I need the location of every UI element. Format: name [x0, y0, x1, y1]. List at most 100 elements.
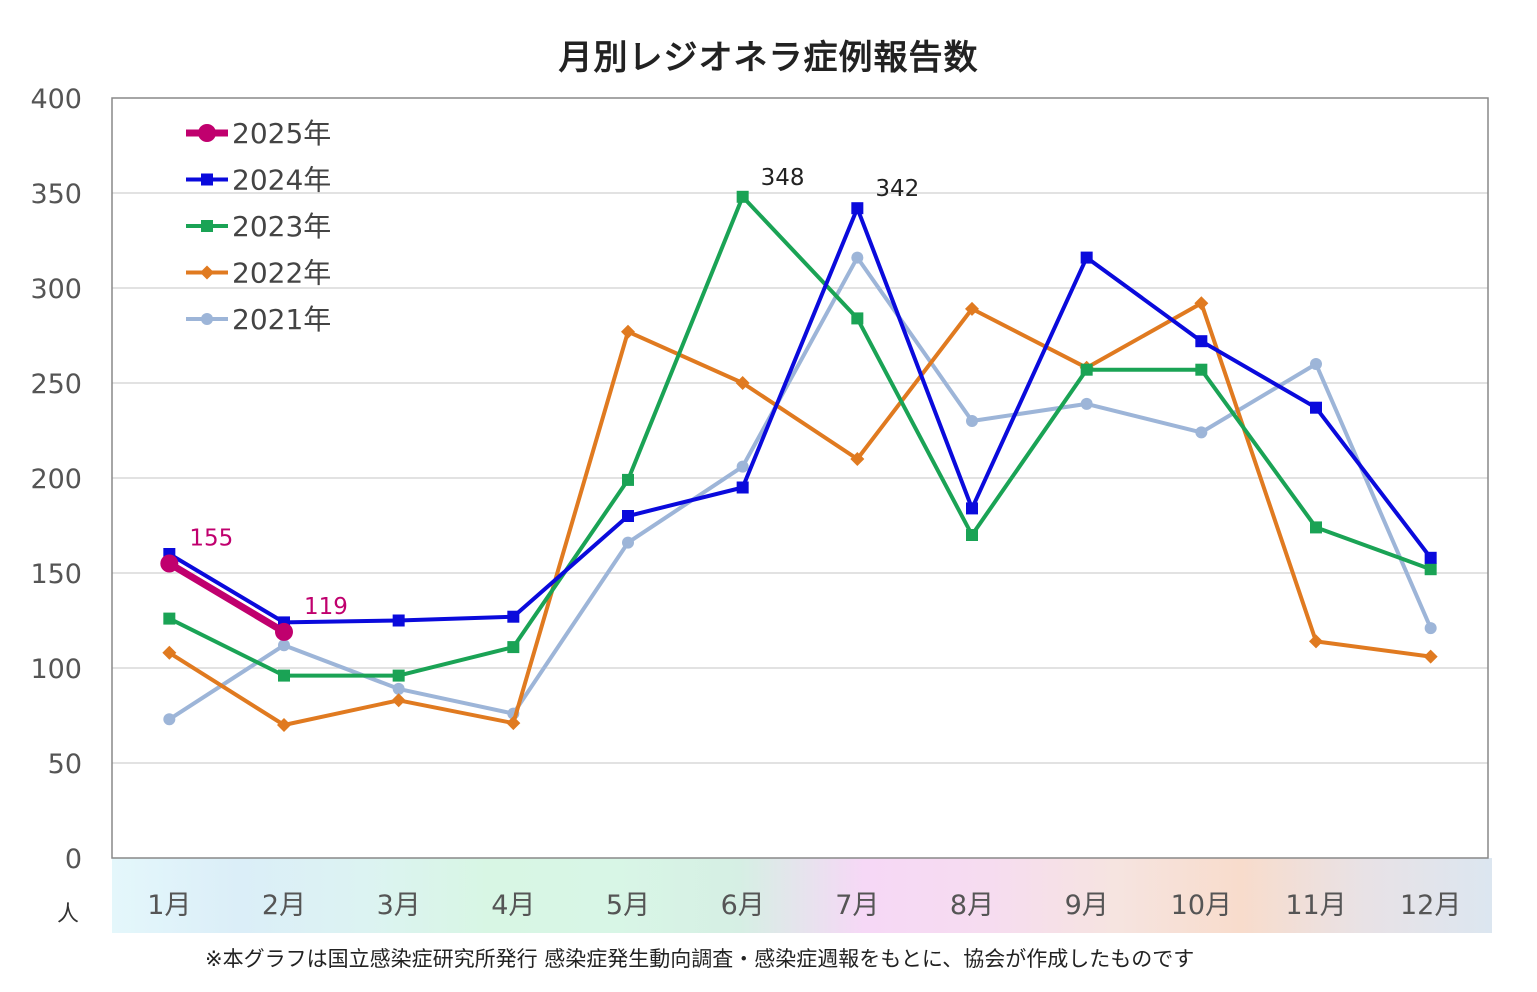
legend: 2025年 2024年 2023年 2022年 2021年	[186, 117, 331, 336]
data-point	[966, 502, 978, 515]
x-tick-label: 9月	[1065, 890, 1109, 921]
data-point	[278, 669, 290, 682]
data-point	[1194, 296, 1209, 311]
data-point	[736, 460, 749, 473]
x-tick-label: 8月	[950, 890, 994, 921]
data-point	[851, 312, 864, 325]
series-2024年	[163, 202, 1437, 629]
y-tick-label: 0	[65, 844, 82, 875]
chart-title: 月別レジオネラ症例報告数	[558, 38, 979, 78]
data-point	[392, 682, 405, 695]
series-line	[167, 206, 1433, 625]
series-line	[167, 301, 1433, 727]
data-label: 119	[304, 594, 348, 620]
data-point	[851, 251, 864, 264]
legend-label: 2023年	[232, 210, 331, 243]
data-point	[277, 718, 291, 732]
y-axis-ticks: 0 50 100 150 200 250 300 350 400	[30, 84, 82, 875]
x-tick-label: 10月	[1171, 890, 1232, 921]
data-point	[622, 473, 634, 486]
series-line	[167, 255, 1433, 722]
data-point	[391, 693, 406, 708]
data-labels: 155 119 348 342	[189, 165, 919, 620]
legend-item: 2025年	[186, 117, 331, 150]
data-point	[1424, 622, 1437, 635]
data-point	[392, 614, 405, 627]
x-tick-label: 12月	[1400, 890, 1461, 921]
legend-swatch-marker	[201, 220, 213, 232]
data-point	[278, 639, 290, 652]
data-point	[507, 610, 520, 623]
data-point	[1195, 426, 1208, 439]
x-tick-label: 11月	[1285, 890, 1346, 921]
data-point	[965, 301, 979, 316]
series-2022年	[162, 296, 1438, 732]
data-label: 342	[875, 176, 919, 202]
legend-label: 2021年	[232, 303, 331, 336]
data-point	[850, 452, 865, 466]
x-axis-ticks: 1月 2月 3月 4月 5月 6月 7月 8月 9月 10月 11月 12月	[147, 890, 1461, 921]
y-tick-label: 200	[30, 464, 82, 495]
series-line	[165, 560, 288, 636]
data-label: 155	[189, 526, 233, 552]
data-point	[507, 641, 520, 654]
legend-item: 2023年	[186, 210, 331, 243]
footnote: ※本グラフは国立感染症研究所発行 感染症発生動向調査・感染症週報をもとに、協会が…	[205, 947, 1195, 971]
y-tick-label: 350	[30, 179, 82, 210]
data-point	[1195, 335, 1208, 348]
x-tick-label: 6月	[721, 890, 765, 921]
data-point	[392, 669, 405, 682]
plot-frame	[111, 97, 1489, 859]
data-point	[1080, 397, 1093, 410]
series-line	[167, 194, 1433, 678]
x-tick-label: 5月	[606, 890, 650, 921]
x-tick-label: 3月	[377, 890, 421, 921]
data-point	[1195, 363, 1208, 376]
y-unit-label: 人	[57, 902, 80, 927]
x-tick-label: 1月	[147, 890, 191, 921]
legend-label: 2025年	[232, 117, 331, 150]
data-label: 348	[761, 165, 805, 191]
legend-item: 2021年	[186, 303, 331, 336]
data-point	[1309, 634, 1323, 649]
data-point	[622, 536, 634, 549]
x-tick-label: 7月	[835, 890, 879, 921]
data-point	[275, 622, 293, 641]
legend-label: 2022年	[232, 257, 331, 290]
data-point	[162, 645, 177, 660]
x-tick-label: 4月	[491, 890, 535, 921]
data-point	[160, 554, 179, 573]
legend-swatch-marker	[198, 124, 216, 142]
y-tick-label: 300	[30, 274, 82, 305]
data-point	[736, 190, 749, 203]
data-point	[735, 376, 750, 390]
data-point	[163, 713, 176, 726]
x-axis-band	[112, 858, 1492, 933]
data-point	[506, 716, 521, 731]
legend-item: 2022年	[186, 257, 331, 290]
data-point	[966, 529, 978, 541]
data-point	[1310, 358, 1322, 370]
data-point	[1080, 251, 1093, 264]
legend-label: 2024年	[232, 164, 331, 197]
legend-swatch-marker	[201, 173, 213, 186]
series-2025年	[160, 554, 293, 641]
data-point	[736, 481, 749, 494]
data-point	[1080, 363, 1093, 376]
y-tick-label: 50	[48, 749, 82, 780]
data-point	[1310, 521, 1322, 534]
legend-swatch-marker	[201, 313, 213, 325]
data-point	[1424, 563, 1437, 576]
series-2021年	[163, 251, 1437, 726]
data-point	[621, 324, 635, 339]
data-point	[1424, 551, 1437, 564]
y-tick-label: 150	[30, 559, 82, 590]
data-point	[1423, 649, 1438, 664]
series-group	[160, 190, 1438, 732]
y-tick-label: 400	[30, 84, 82, 115]
data-point	[1310, 401, 1322, 414]
data-point	[622, 510, 634, 522]
y-tick-label: 100	[30, 654, 82, 685]
y-tick-label: 250	[30, 369, 82, 400]
